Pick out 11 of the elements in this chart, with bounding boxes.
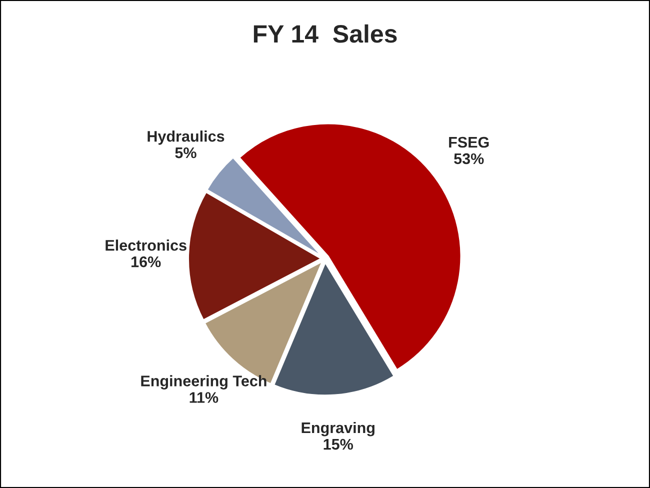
slice-label: FSEG [449, 136, 489, 148]
data-label: 16% [132, 256, 161, 268]
slice-label: Electronics [106, 240, 186, 251]
data-label: 11% [190, 392, 218, 403]
data-label: 5% [175, 147, 196, 158]
data-label: 15% [324, 438, 354, 450]
slice-label: Engineering Tech [141, 375, 266, 390]
slice-label: Hydraulics [148, 130, 224, 145]
data-label: 53% [454, 153, 484, 164]
slice-label: Engraving [302, 422, 374, 436]
chart-title: FY 14 Sales [254, 24, 397, 43]
